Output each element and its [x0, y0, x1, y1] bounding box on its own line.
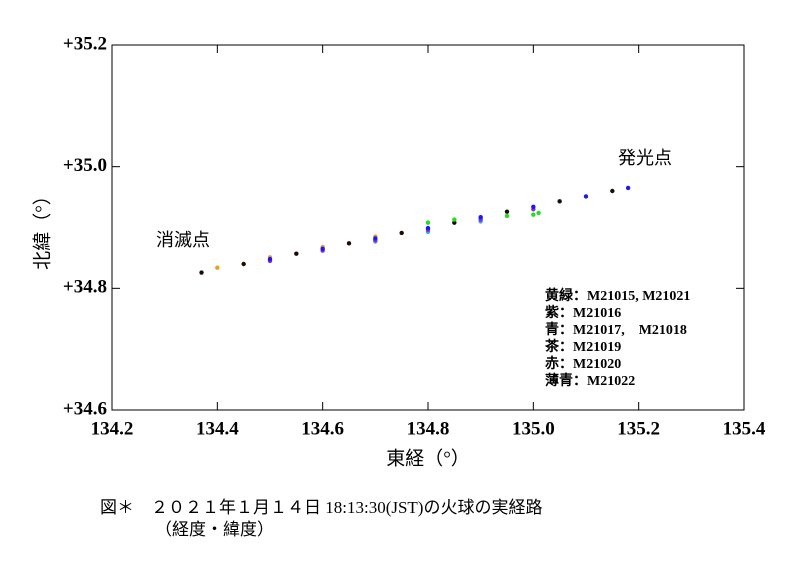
data-point	[425, 220, 431, 225]
data-point	[373, 236, 378, 241]
data-point	[346, 241, 352, 246]
data-point	[452, 220, 457, 225]
data-point	[294, 251, 299, 256]
legend-entry: 茶：M21019	[544, 338, 621, 355]
x-tick-label: 135.0	[512, 418, 555, 439]
data-point	[452, 217, 457, 222]
data-point	[241, 261, 246, 267]
x-tick-label: 135.4	[723, 418, 766, 439]
x-tick-label: 134.6	[301, 418, 344, 439]
data-point	[531, 212, 536, 217]
data-point	[557, 199, 562, 204]
x-tick-label: 134.8	[407, 418, 450, 439]
legend-entry: 青：M21017, M21018	[545, 321, 687, 338]
y-tick-label: +35.0	[63, 155, 107, 176]
x-tick-label: 134.2	[91, 418, 134, 439]
x-tick-label: 135.2	[617, 418, 660, 439]
data-point	[583, 194, 589, 199]
data-point	[425, 225, 431, 231]
data-point	[199, 270, 204, 275]
data-point	[320, 246, 325, 251]
data-point	[531, 204, 536, 210]
x-axis-label: 東経（°）	[386, 447, 470, 469]
legend-entry: 赤：M21020	[545, 356, 621, 372]
data-point	[504, 209, 510, 214]
legend-entry: 薄青：M21022	[545, 372, 635, 389]
x-tick-label: 134.4	[196, 418, 239, 439]
annotation: 消滅点	[156, 230, 210, 250]
data-point	[478, 214, 483, 220]
annotation: 発光点	[618, 148, 672, 168]
data-point	[399, 230, 404, 236]
y-tick-label: +35.2	[63, 33, 107, 54]
y-axis-label: 北緯（°）	[31, 186, 53, 270]
data-point	[610, 188, 615, 194]
data-point	[215, 265, 220, 270]
data-point	[536, 210, 541, 216]
caption: 図＊ ２０２１年１月１４日 18:13:30(JST)の火球の実経路	[100, 498, 542, 517]
y-tick-label: +34.8	[63, 277, 107, 298]
y-tick-label: +34.6	[63, 398, 107, 419]
legend-entry: 黄緑：M21015, M21021	[545, 287, 690, 304]
data-point	[625, 185, 631, 191]
data-point	[504, 213, 510, 219]
caption: （経度・緯度）	[155, 520, 274, 539]
data-point	[267, 256, 273, 262]
legend-entry: 紫：M21016	[545, 304, 621, 321]
